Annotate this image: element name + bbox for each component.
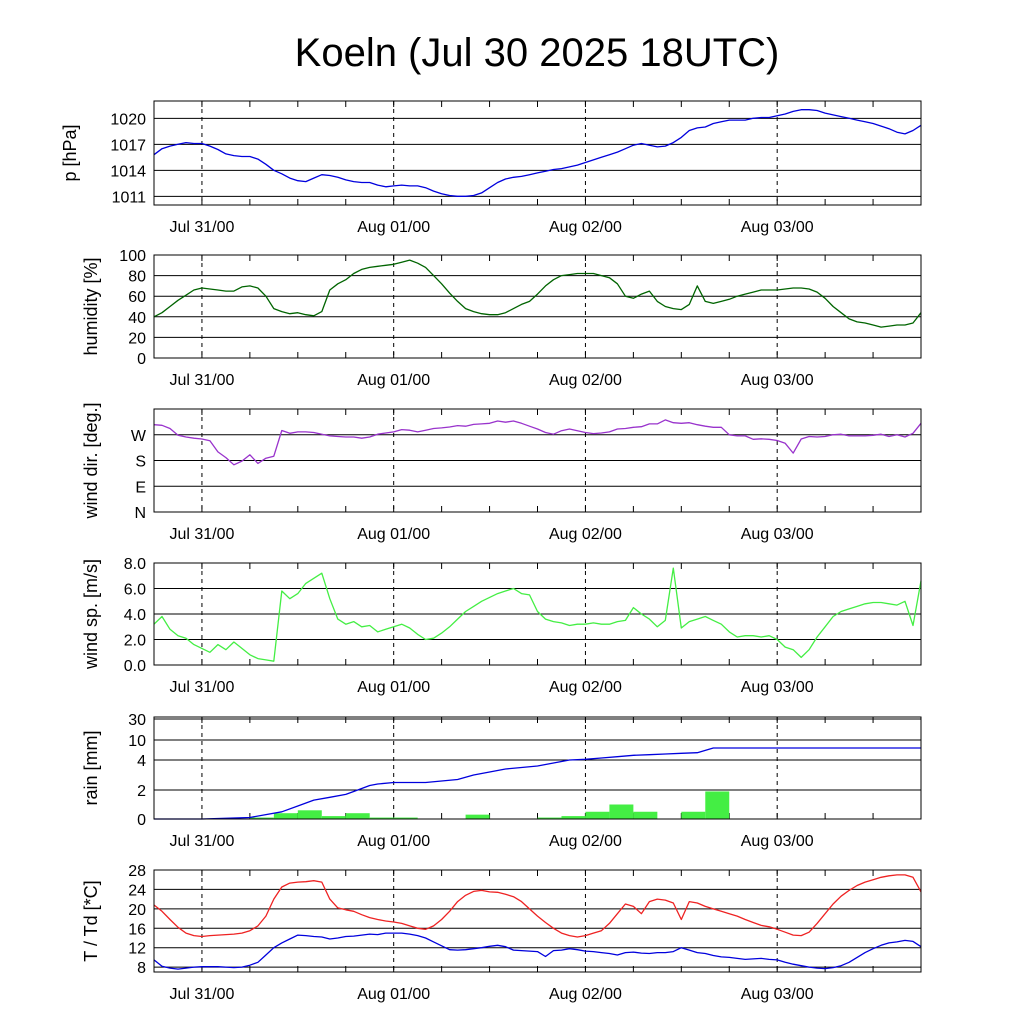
x-tick-label: Jul 31/00 (169, 372, 234, 389)
y-tick-label: 80 (128, 269, 146, 286)
series-line-2 (153, 932, 922, 970)
y-tick-label: 1017 (110, 137, 146, 154)
x-tick-label: Jul 31/00 (169, 219, 234, 236)
y-tick-label: 8 (137, 960, 146, 977)
y-axis-label: T / Td [*C] (81, 880, 101, 961)
rain-bar (249, 817, 274, 819)
y-tick-label: 60 (128, 289, 146, 306)
rain-bar (561, 816, 586, 819)
series-line-1 (153, 419, 922, 466)
y-tick-label: 100 (119, 248, 146, 265)
panel-1: 1011 1014 1017 1020 Jul 31/00 Aug 01/00 Aug 02… (60, 100, 922, 236)
x-tick-label: Aug 02/00 (549, 526, 622, 543)
rain-bar (465, 814, 490, 819)
plot-frame (153, 869, 922, 973)
chart-title: Koeln (Jul 30 2025 18UTC) (295, 31, 780, 75)
y-tick-label: 0.0 (124, 658, 146, 675)
plot-frame (153, 562, 922, 666)
rain-bar (537, 817, 562, 819)
rain-bar (345, 813, 370, 819)
x-tick-label: Aug 01/00 (357, 526, 430, 543)
y-tick-label: 1014 (110, 163, 146, 180)
rain-bar (321, 816, 346, 819)
y-tick-label: E (135, 479, 146, 496)
y-tick-label: 0 (137, 351, 146, 368)
plot-frame (153, 100, 922, 206)
rain-bar (609, 804, 634, 819)
rain-bar (273, 813, 298, 819)
x-tick-label: Jul 31/00 (169, 986, 234, 1003)
x-tick-label: Aug 02/00 (549, 679, 622, 696)
y-tick-label: 24 (128, 882, 146, 899)
series-line-1 (154, 747, 921, 820)
x-tick-label: Aug 02/00 (549, 833, 622, 850)
series-line-1 (153, 874, 922, 938)
x-tick-label: Jul 31/00 (169, 526, 234, 543)
y-tick-label: 10 (128, 733, 146, 750)
x-tick-label: Aug 01/00 (357, 833, 430, 850)
x-tick-label: Aug 03/00 (741, 219, 814, 236)
rain-bar (297, 810, 322, 819)
x-tick-label: Aug 03/00 (741, 372, 814, 389)
panel-4: 0.0 2.0 4.0 6.0 8.0 Jul 31/00 Aug 01/00 Aug 02/… (81, 556, 922, 696)
x-tick-label: Aug 02/00 (549, 219, 622, 236)
x-tick-label: Aug 03/00 (741, 986, 814, 1003)
series-line-1 (153, 259, 922, 328)
y-tick-label: 2 (137, 783, 146, 800)
x-tick-label: Aug 01/00 (357, 219, 430, 236)
rain-bar (681, 811, 706, 819)
y-tick-label: 4 (137, 753, 146, 770)
x-tick-label: Jul 31/00 (169, 679, 234, 696)
y-axis-label: wind dir. [deg.] (81, 402, 101, 519)
y-tick-label: 2.0 (124, 633, 146, 650)
x-tick-label: Aug 02/00 (549, 372, 622, 389)
y-axis-label: rain [mm] (81, 730, 101, 805)
x-tick-label: Aug 01/00 (357, 986, 430, 1003)
rain-bar (705, 791, 730, 819)
rain-bar (393, 817, 418, 819)
y-axis-label: p [hPa] (60, 124, 80, 181)
y-tick-label: 20 (128, 330, 146, 347)
rain-bar (369, 817, 394, 819)
y-tick-label: 28 (128, 863, 146, 880)
plot-frame (153, 408, 922, 513)
x-tick-label: Aug 01/00 (357, 372, 430, 389)
plot-frame (153, 254, 922, 359)
x-tick-label: Jul 31/00 (169, 833, 234, 850)
x-tick-label: Aug 03/00 (741, 679, 814, 696)
y-tick-label: S (135, 454, 146, 471)
series-line-1 (153, 567, 922, 662)
series-line-1 (153, 109, 922, 197)
y-axis-label: wind sp. [m/s] (81, 559, 101, 670)
x-tick-label: Aug 01/00 (357, 679, 430, 696)
panel-2: 0 20 40 60 80 100 Jul 31/00 Aug 01/00 Aug 02/00 A… (81, 248, 922, 389)
y-tick-label: 40 (128, 310, 146, 327)
y-tick-label: W (131, 428, 147, 445)
rain-bar (633, 811, 658, 819)
rain-bar (585, 811, 610, 819)
y-tick-label: 20 (128, 902, 146, 919)
panel-6: 8 12 16 20 24 28 Jul 31/00 Aug 01/00 Aug 02/00 Au… (81, 863, 922, 1003)
panel-5: 0 2 4 10 30 Jul 31/00 Aug 01/00 Aug 02/00 Aug 03… (81, 712, 922, 850)
x-tick-label: Aug 03/00 (741, 833, 814, 850)
plot-frame (153, 716, 922, 820)
y-tick-label: 6.0 (124, 582, 146, 599)
y-tick-label: 8.0 (124, 556, 146, 573)
y-tick-label: N (134, 505, 146, 522)
y-tick-label: 0 (137, 812, 146, 829)
y-axis-label: humidity [%] (81, 257, 101, 355)
y-tick-label: 16 (128, 921, 146, 938)
x-tick-label: Aug 02/00 (549, 986, 622, 1003)
y-tick-label: 1020 (110, 111, 146, 128)
y-tick-label: 4.0 (124, 607, 146, 624)
x-tick-label: Aug 03/00 (741, 526, 814, 543)
y-tick-label: 12 (128, 941, 146, 958)
y-tick-label: 1011 (112, 189, 147, 206)
y-tick-label: 30 (128, 712, 146, 729)
